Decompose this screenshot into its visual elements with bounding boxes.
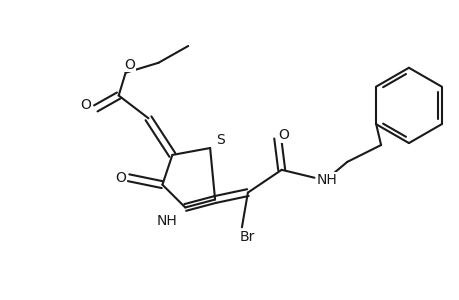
- Text: O: O: [124, 58, 135, 72]
- Text: O: O: [80, 98, 91, 112]
- Text: NH: NH: [156, 214, 177, 228]
- Text: S: S: [216, 133, 224, 147]
- Text: O: O: [278, 128, 289, 142]
- Text: Br: Br: [240, 230, 255, 244]
- Text: NH: NH: [316, 173, 336, 187]
- Text: O: O: [115, 171, 126, 185]
